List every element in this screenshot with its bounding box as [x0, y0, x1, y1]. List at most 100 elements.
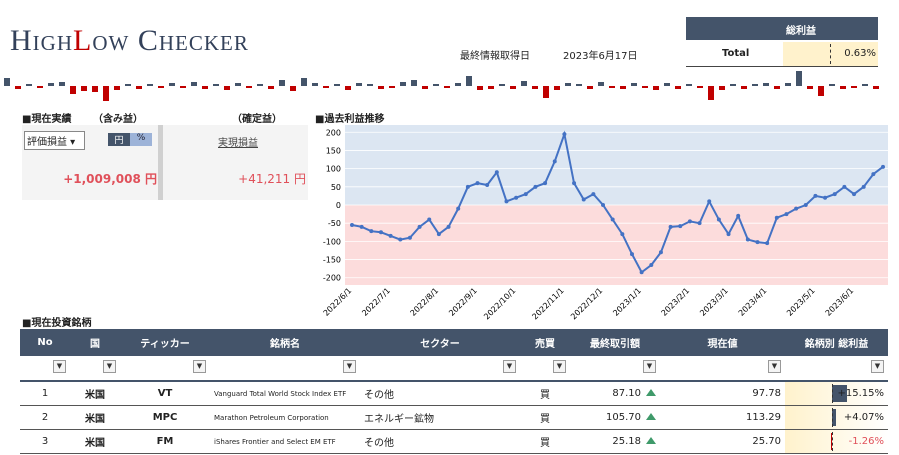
filter-row: ▼ ▼ ▼ ▼ ▼ ▼ ▼ ▼ ▼	[20, 356, 888, 382]
spark-bar	[37, 86, 43, 88]
x-tick-label: 2022/8/1	[409, 286, 441, 318]
label: （含み益）	[93, 114, 143, 125]
filter-button[interactable]: ▼	[193, 360, 206, 373]
point	[765, 241, 770, 246]
spark-bar	[741, 86, 747, 89]
current-value: 97.78	[752, 388, 781, 399]
point	[591, 192, 596, 197]
spark-bar	[719, 86, 725, 90]
spark-bar	[554, 86, 560, 90]
spark-bar	[620, 86, 626, 89]
name-value: Vanguard Total World Stock Index ETF	[214, 389, 347, 398]
point	[678, 224, 683, 229]
filter-button[interactable]: ▼	[103, 360, 116, 373]
ticker-value: MPC	[152, 412, 178, 423]
current-value: 113.29	[746, 412, 781, 423]
y-tick-label: 200	[326, 128, 341, 137]
filter-button[interactable]: ▼	[871, 360, 884, 373]
spark-bar	[81, 86, 87, 91]
summary-header: 総利益	[686, 17, 878, 40]
y-tick-label: -200	[323, 274, 341, 283]
x-tick-label: 2023/6/1	[824, 286, 856, 318]
up-icon	[646, 413, 656, 420]
spark-bar	[598, 82, 604, 86]
sector-value: エネルギー鉱物	[364, 414, 434, 425]
spark-bar	[70, 86, 76, 94]
column-header: セクター	[360, 329, 520, 356]
x-tick-label: 2022/12/1	[569, 286, 604, 320]
cell: 97.78	[660, 381, 785, 406]
point	[794, 206, 799, 211]
point	[572, 181, 577, 186]
spark-bar	[59, 82, 65, 86]
profit-value: -1.26%	[848, 436, 884, 447]
cell: その他	[360, 381, 520, 406]
header-row: No 国ティッカー 銘柄名 セクター 売買 最終取引額 現在値 銘柄別 総利益	[20, 329, 888, 356]
spark-bar	[609, 86, 615, 88]
cell: +4.07%	[785, 405, 888, 430]
point	[823, 195, 828, 200]
point	[350, 223, 354, 227]
x-tick-label: 2022/11/1	[530, 286, 565, 320]
spark-bar	[191, 82, 197, 86]
point	[784, 212, 789, 217]
point	[581, 197, 586, 202]
name-value: Marathon Petroleum Corporation	[214, 413, 329, 422]
cell: MPC	[120, 405, 210, 430]
filter-cell: ▼	[520, 356, 570, 382]
point	[456, 206, 461, 211]
current-value: 25.70	[752, 436, 781, 447]
x-tick-label: 2023/1/1	[611, 286, 643, 318]
point	[726, 232, 731, 237]
spark-bar	[807, 86, 813, 89]
name-value: iShares Frontier and Select EM ETF	[214, 437, 336, 446]
spark-bar	[873, 86, 879, 89]
select[interactable]: 評価損益 ▾	[24, 131, 85, 150]
spark-bar	[235, 83, 241, 86]
spark-bar	[510, 86, 516, 89]
profit-bar	[830, 433, 832, 450]
chart-title: ■過去利益推移	[315, 114, 385, 125]
toggle-pct[interactable]: %	[130, 133, 152, 146]
spark-bar	[114, 86, 120, 90]
negative-band	[345, 205, 888, 285]
point	[716, 217, 721, 222]
column-header: No	[20, 329, 70, 356]
label: （確定益）	[232, 114, 282, 125]
table-row: 3 米国 FM iShares Frontier and Select EM ETF そ…	[20, 429, 888, 454]
no-value: 3	[41, 436, 49, 447]
point	[446, 224, 451, 229]
sector-value: その他	[364, 438, 394, 449]
column-header: 現在値	[660, 329, 785, 356]
section-title: ■現在実績	[22, 114, 72, 125]
filter-button[interactable]: ▼	[553, 360, 566, 373]
spark-bar	[532, 86, 538, 89]
point	[629, 252, 634, 257]
spark-bar	[774, 86, 780, 89]
axis-line	[832, 408, 833, 427]
filter-button[interactable]: ▼	[343, 360, 356, 373]
filter-button[interactable]: ▼	[53, 360, 66, 373]
spark-bar	[290, 86, 296, 91]
toggle-yen[interactable]: 円	[108, 133, 130, 146]
x-tick-label: 2023/5/1	[785, 286, 817, 318]
point	[774, 215, 779, 220]
filter-button[interactable]: ▼	[503, 360, 516, 373]
spark-bar	[92, 86, 98, 92]
spark-bar	[345, 86, 351, 90]
spark-bar	[213, 84, 219, 86]
point	[736, 213, 741, 218]
filter-button[interactable]: ▼	[643, 360, 656, 373]
spark-bar	[708, 86, 714, 100]
point	[881, 164, 885, 169]
unrealized-value: +1,009,008 円	[63, 172, 157, 186]
ticker-value: VT	[157, 388, 173, 399]
point	[813, 193, 818, 198]
spark-bar	[246, 86, 252, 88]
spark-bar	[202, 86, 208, 89]
spark-bar	[697, 86, 703, 88]
filter-button[interactable]: ▼	[768, 360, 781, 373]
link[interactable]: 実現損益	[218, 138, 258, 149]
spark-bar	[400, 82, 406, 86]
